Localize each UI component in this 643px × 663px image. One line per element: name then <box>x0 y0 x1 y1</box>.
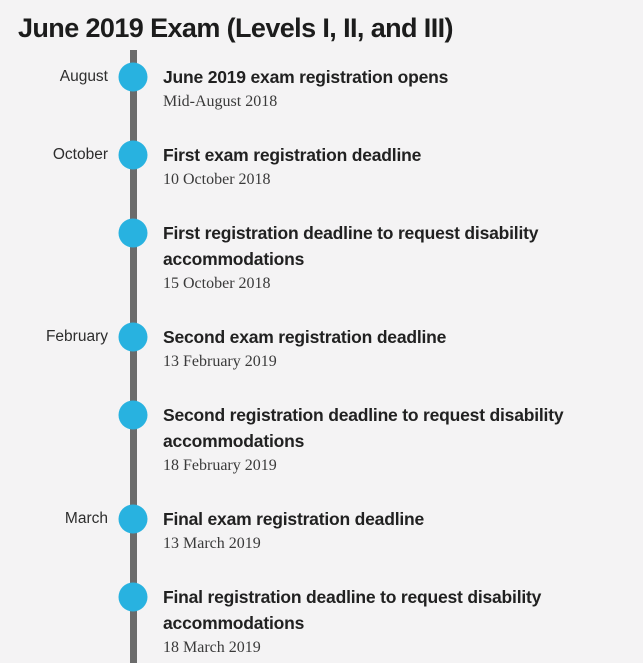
timeline-dot-icon <box>118 400 148 430</box>
event-date: Mid-August 2018 <box>163 93 278 110</box>
event-title: Final exam registration deadline <box>163 509 425 529</box>
event-date: 13 March 2019 <box>163 535 261 552</box>
timeline-event: Second registration deadline to request … <box>0 400 643 478</box>
timeline-dot-icon <box>118 62 148 92</box>
timeline: August June 2019 exam registration opens… <box>0 44 643 663</box>
timeline-dot-icon <box>118 322 148 352</box>
event-date: 15 October 2018 <box>163 275 271 292</box>
timeline-marker <box>108 322 158 374</box>
timeline-marker <box>108 582 158 660</box>
event-title: Second registration deadline to request … <box>163 405 564 451</box>
page-title: June 2019 Exam (Levels I, II, and III) <box>18 13 454 43</box>
timeline-event: Final registration deadline to request d… <box>0 582 643 660</box>
event-content: First exam registration deadline 10 Octo… <box>158 142 643 192</box>
event-content: Second registration deadline to request … <box>158 402 643 478</box>
timeline-event: February Second exam registration deadli… <box>0 322 643 374</box>
timeline-line <box>129 50 137 663</box>
timeline-event: August June 2019 exam registration opens… <box>0 62 643 114</box>
event-content: June 2019 exam registration opens Mid-Au… <box>158 64 643 114</box>
timeline-marker <box>108 140 158 192</box>
timeline-month-label <box>0 402 108 478</box>
event-date: 18 February 2019 <box>163 457 277 474</box>
event-date: 18 March 2019 <box>163 639 261 656</box>
event-title: First registration deadline to request d… <box>163 223 539 269</box>
event-content: First registration deadline to request d… <box>158 220 643 296</box>
timeline-month-label: August <box>59 68 108 85</box>
event-title: Second exam registration deadline <box>163 327 447 347</box>
timeline-dot-icon <box>118 218 148 248</box>
event-date: 10 October 2018 <box>163 171 271 188</box>
timeline-month-label: February <box>45 328 108 345</box>
timeline-marker <box>108 504 158 556</box>
timeline-dot-icon <box>118 140 148 170</box>
event-title: First exam registration deadline <box>163 145 422 165</box>
timeline-dot-icon <box>118 504 148 534</box>
event-content: Second exam registration deadline 13 Feb… <box>158 324 643 374</box>
timeline-event: March Final exam registration deadline 1… <box>0 504 643 556</box>
timeline-marker <box>108 400 158 478</box>
timeline-marker <box>108 62 158 114</box>
event-title: June 2019 exam registration opens <box>163 67 449 87</box>
event-content: Final exam registration deadline 13 Marc… <box>158 506 643 556</box>
timeline-dot-icon <box>118 582 148 612</box>
timeline-month-label <box>0 220 108 296</box>
timeline-month-label: March <box>64 510 108 527</box>
timeline-event: October First exam registration deadline… <box>0 140 643 192</box>
timeline-marker <box>108 218 158 296</box>
timeline-event: First registration deadline to request d… <box>0 218 643 296</box>
event-content: Final registration deadline to request d… <box>158 584 643 660</box>
event-title: Final registration deadline to request d… <box>163 587 542 633</box>
timeline-month-label: October <box>52 146 108 163</box>
timeline-events: August June 2019 exam registration opens… <box>0 44 643 660</box>
event-date: 13 February 2019 <box>163 353 277 370</box>
timeline-month-label <box>0 584 108 660</box>
